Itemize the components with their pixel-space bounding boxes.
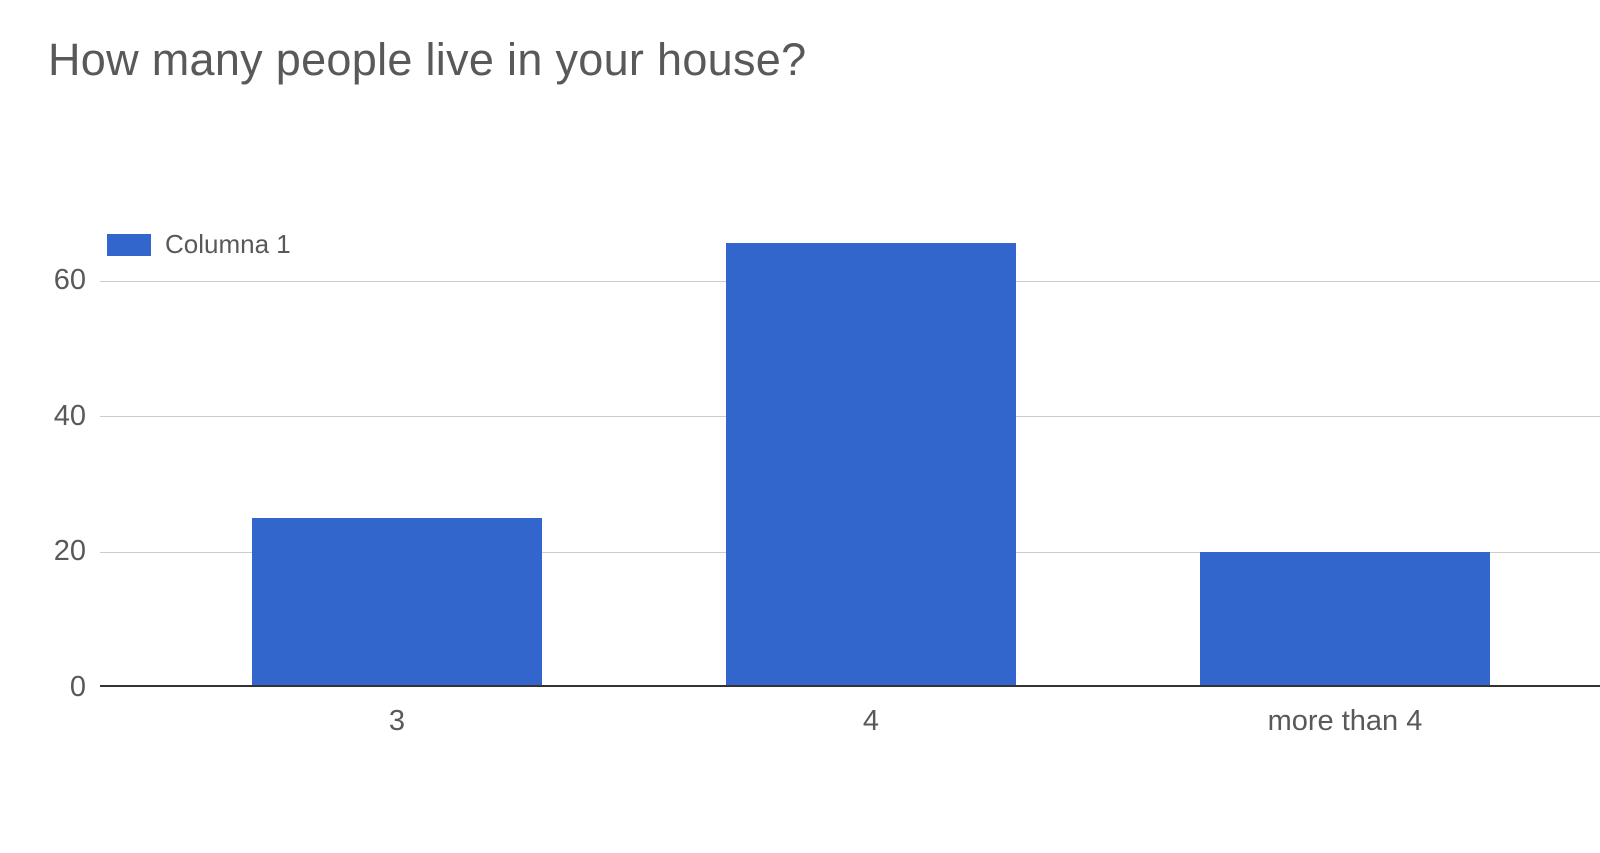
y-tick-label: 40 [26, 400, 86, 433]
bar [1200, 552, 1490, 687]
y-tick-label: 60 [26, 264, 86, 297]
y-tick-label: 0 [26, 671, 86, 704]
plot-area: 020406034more than 4 [100, 213, 1600, 687]
x-tick-label: 4 [721, 705, 1021, 738]
bar [252, 518, 542, 687]
x-tick-label: more than 4 [1195, 705, 1495, 738]
x-tick-label: 3 [247, 705, 547, 738]
bar [726, 243, 1016, 687]
chart-title: How many people live in your house? [48, 34, 806, 86]
y-tick-label: 20 [26, 535, 86, 568]
chart-container: How many people live in your house? Colu… [0, 0, 1600, 853]
x-axis [100, 685, 1600, 687]
